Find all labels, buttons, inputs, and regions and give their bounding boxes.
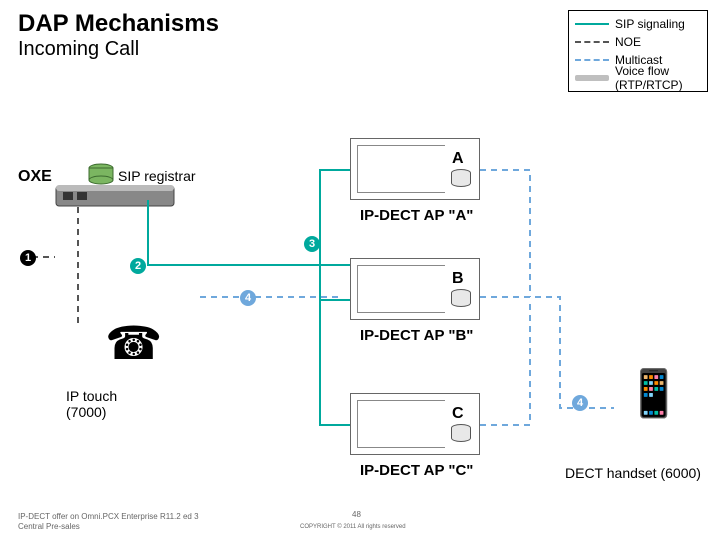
step-badge-1: 1	[20, 250, 36, 266]
dap-letter-a: A	[452, 150, 464, 168]
dect-handset-icon: 📱	[625, 370, 682, 416]
dap-inner-frame	[357, 145, 445, 193]
step-badge-4: 4	[572, 395, 588, 411]
ip-touch-phone-icon: ☎	[105, 320, 162, 366]
dap-box-a	[350, 138, 480, 200]
ip-touch-label-1: IP touch	[66, 388, 117, 404]
dap-letter-b: B	[452, 270, 464, 288]
dap-letter-c: C	[452, 405, 464, 423]
dap-label-c: IP-DECT AP "C"	[360, 462, 473, 479]
step-badge-2: 2	[130, 258, 146, 274]
footer-page-num: 48	[352, 510, 361, 519]
dap-box-c	[350, 393, 480, 455]
diagram-canvas: DAP Mechanisms Incoming Call SIP signali…	[0, 0, 720, 540]
step-badge-4: 4	[240, 290, 256, 306]
storage-disk-icon	[451, 424, 471, 442]
storage-disk-icon	[451, 289, 471, 307]
step-badge-3: 3	[304, 236, 320, 252]
storage-disk-icon	[451, 169, 471, 187]
footer-left: IP-DECT offer on Omni.PCX Enterprise R11…	[18, 512, 199, 532]
footer-copyright: COPYRIGHT © 2011 All rights reserved	[300, 524, 406, 530]
dap-label-a: IP-DECT AP "A"	[360, 207, 473, 224]
dect-handset-label: DECT handset (6000)	[565, 465, 701, 481]
dap-inner-frame	[357, 265, 445, 313]
ip-touch-label-2: (7000)	[66, 404, 106, 420]
dap-label-b: IP-DECT AP "B"	[360, 327, 473, 344]
dap-box-b	[350, 258, 480, 320]
dap-inner-frame	[357, 400, 445, 448]
